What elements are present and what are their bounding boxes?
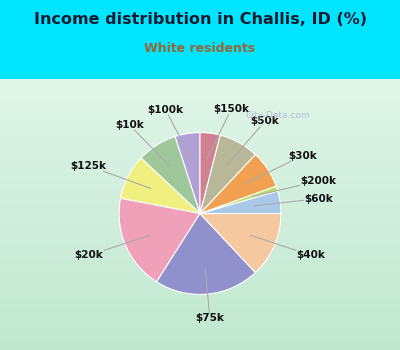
Wedge shape bbox=[200, 135, 256, 214]
Wedge shape bbox=[141, 136, 200, 214]
Text: $20k: $20k bbox=[75, 235, 150, 260]
Text: $100k: $100k bbox=[148, 105, 191, 159]
Wedge shape bbox=[200, 186, 278, 214]
Text: $75k: $75k bbox=[196, 268, 224, 323]
Text: $125k: $125k bbox=[70, 161, 151, 189]
Text: $10k: $10k bbox=[115, 120, 170, 167]
Text: $150k: $150k bbox=[207, 104, 249, 159]
Wedge shape bbox=[120, 158, 200, 214]
Text: $40k: $40k bbox=[250, 235, 326, 260]
Text: Income distribution in Challis, ID (%): Income distribution in Challis, ID (%) bbox=[34, 12, 366, 27]
Wedge shape bbox=[200, 154, 276, 214]
Wedge shape bbox=[200, 133, 220, 214]
Wedge shape bbox=[175, 133, 200, 214]
Text: $200k: $200k bbox=[252, 176, 336, 196]
Text: $50k: $50k bbox=[226, 116, 280, 165]
Wedge shape bbox=[200, 191, 281, 213]
Wedge shape bbox=[157, 214, 256, 294]
Text: $60k: $60k bbox=[254, 194, 333, 206]
Text: $30k: $30k bbox=[246, 151, 317, 183]
Wedge shape bbox=[119, 198, 200, 282]
Text: City-Data.com: City-Data.com bbox=[245, 111, 310, 120]
Text: White residents: White residents bbox=[144, 42, 256, 56]
Wedge shape bbox=[200, 214, 281, 273]
